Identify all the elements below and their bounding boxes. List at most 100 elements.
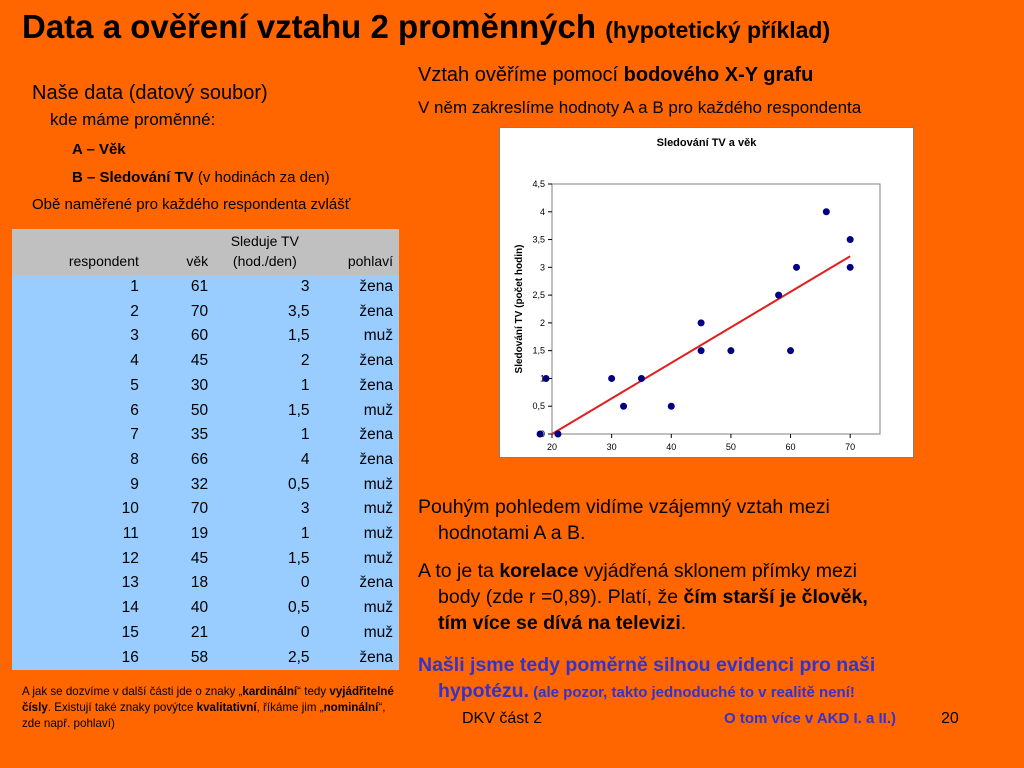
y-tick-label: 2: [540, 318, 545, 328]
plot-area: [551, 183, 881, 435]
cell-respondent: 8: [12, 447, 145, 473]
cell-respondent: 14: [12, 596, 145, 621]
cell-age: 60: [144, 324, 215, 350]
measurement-note: Obě naměřené pro každého respondenta zvl…: [32, 196, 351, 213]
col-header-age: věk: [144, 229, 215, 275]
data-point: [697, 347, 705, 355]
cell-age: 19: [144, 522, 215, 547]
variable-a: A – Věk: [72, 141, 126, 158]
cell-gender: žena: [315, 571, 399, 597]
cell-gender: žena: [315, 423, 399, 448]
data-point: [542, 374, 550, 382]
cell-tv: 2,5: [214, 645, 316, 671]
footer-reference: O tom více v AKD I. a II.): [724, 710, 896, 727]
y-tick-label: 3,5: [532, 235, 545, 245]
cell-tv: 2: [214, 349, 316, 374]
table-row: 15 21 0 muž: [12, 620, 399, 646]
y-tick-label: 4: [540, 207, 545, 217]
table-row: 1 61 3 žena: [12, 275, 399, 300]
cell-tv: 0: [214, 571, 316, 597]
data-point: [822, 208, 830, 216]
cell-respondent: 2: [12, 299, 145, 325]
page-number: 20: [941, 710, 959, 727]
table-row: 16 58 2,5 žena: [12, 645, 399, 671]
x-tick-label: 40: [666, 442, 676, 452]
y-tick-label: 0,5: [532, 401, 545, 411]
cell-tv: 0,5: [214, 596, 316, 621]
cell-age: 66: [144, 447, 215, 473]
method-description: V něm zakreslíme hodnoty A a B pro každé…: [418, 98, 862, 117]
cell-respondent: 16: [12, 645, 145, 671]
cell-respondent: 1: [12, 275, 145, 300]
data-point: [554, 430, 562, 438]
cell-age: 70: [144, 299, 215, 325]
data-point: [846, 263, 854, 271]
page-subtitle: (hypotetický příklad): [605, 17, 831, 43]
cell-tv: 1,5: [214, 546, 316, 572]
cell-gender: muž: [315, 497, 399, 523]
cell-gender: žena: [315, 275, 399, 300]
cell-gender: žena: [315, 447, 399, 473]
cell-gender: žena: [315, 645, 399, 671]
chart-title: Sledování TV a věk: [657, 137, 758, 149]
cell-age: 70: [144, 497, 215, 523]
cell-age: 58: [144, 645, 215, 671]
cell-age: 18: [144, 571, 215, 597]
table-row: 13 18 0 žena: [12, 571, 399, 597]
data-point: [667, 402, 675, 410]
observation-paragraph: Pouhým pohledem vidíme vzájemný vztah me…: [418, 496, 830, 544]
x-tick-label: 20: [547, 442, 557, 452]
variable-b: B – Sledování TV (v hodinách za den): [72, 169, 330, 186]
cell-respondent: 11: [12, 522, 145, 547]
cell-gender: žena: [315, 373, 399, 399]
y-tick-label: 1: [540, 373, 545, 383]
y-tick-label: 2,5: [532, 290, 545, 300]
x-tick-label: 30: [607, 442, 617, 452]
cell-age: 21: [144, 620, 215, 646]
footer-course: DKV část 2: [462, 710, 543, 727]
cell-gender: muž: [315, 324, 399, 350]
data-point: [620, 402, 628, 410]
cell-respondent: 10: [12, 497, 145, 523]
correlation-paragraph: A to je ta korelace vyjádřená sklonem př…: [418, 560, 868, 634]
col-header-gender: pohlaví: [315, 229, 399, 275]
cell-respondent: 5: [12, 373, 145, 399]
table-row: 10 70 3 muž: [12, 497, 399, 523]
cell-age: 45: [144, 349, 215, 374]
data-point: [727, 347, 735, 355]
cell-respondent: 12: [12, 546, 145, 572]
cell-gender: muž: [315, 472, 399, 498]
cell-tv: 0: [214, 620, 316, 646]
scatter-chart-svg: Sledování TV a věk00,511,522,533,544,520…: [514, 137, 881, 452]
page-title: Data a ověření vztahu 2 proměnných (hypo…: [22, 8, 831, 45]
data-point: [536, 430, 544, 438]
cell-gender: muž: [315, 546, 399, 572]
cell-gender: žena: [315, 349, 399, 374]
cell-respondent: 9: [12, 472, 145, 498]
table-header-row: respondent věk Sleduje TV (hod./den) poh…: [12, 229, 399, 275]
cell-tv: 3: [214, 497, 316, 523]
table-row: 12 45 1,5 muž: [12, 546, 399, 572]
data-heading: Naše data (datový soubor): [32, 82, 268, 104]
cell-respondent: 7: [12, 423, 145, 448]
data-point: [608, 374, 616, 382]
cell-tv: 3: [214, 275, 316, 300]
x-tick-label: 60: [786, 442, 796, 452]
data-point: [787, 347, 795, 355]
y-axis-label: Sledování TV (počet hodin): [514, 245, 525, 374]
y-tick-label: 3: [540, 262, 545, 272]
cell-gender: žena: [315, 299, 399, 325]
cell-tv: 1: [214, 522, 316, 547]
table-row: 5 30 1 žena: [12, 373, 399, 399]
scatter-chart: Sledování TV a věk00,511,522,533,544,520…: [499, 127, 914, 458]
cell-tv: 1,5: [214, 324, 316, 350]
cell-respondent: 3: [12, 324, 145, 350]
x-tick-label: 70: [845, 442, 855, 452]
col-header-respondent: respondent: [12, 229, 145, 275]
cell-tv: 1: [214, 423, 316, 448]
cell-tv: 1: [214, 373, 316, 399]
variables-intro: kde máme proměnné:: [50, 110, 216, 129]
cell-gender: muž: [315, 522, 399, 547]
data-point: [775, 291, 783, 299]
cell-respondent: 6: [12, 398, 145, 424]
